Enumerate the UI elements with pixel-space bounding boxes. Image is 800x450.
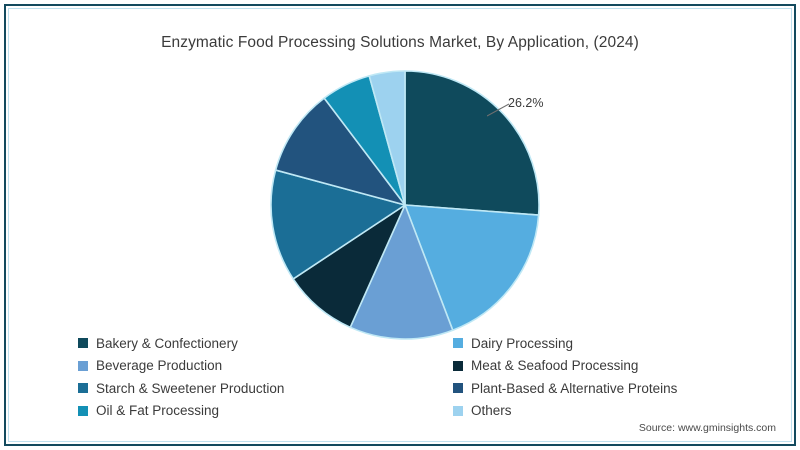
legend-swatch-icon [453, 383, 463, 394]
legend-item-label: Dairy Processing [471, 335, 574, 351]
legend-swatch-icon [78, 383, 88, 394]
legend-item-label: Plant-Based & Alternative Proteins [471, 380, 678, 396]
pie-slice[interactable] [368, 70, 406, 206]
legend-item-bakery-confectionery[interactable]: Bakery & Confectionery [78, 335, 453, 351]
pie-slice[interactable] [404, 204, 540, 331]
slice-percentage-label: 26.2% [508, 96, 544, 110]
page-title: Enzymatic Food Processing Solutions Mark… [161, 34, 639, 51]
pie-chart [270, 70, 540, 340]
legend-swatch-icon [453, 338, 463, 349]
pie-slice[interactable] [349, 204, 454, 340]
figure-inner-border [8, 8, 792, 442]
source-attribution: Source: www.gminsights.com [638, 422, 776, 434]
figure-outer-border [4, 4, 796, 446]
callout-leader-line [487, 103, 509, 117]
legend-swatch-icon [78, 338, 88, 349]
legend-item-starch-sweetener-production[interactable]: Starch & Sweetener Production [78, 380, 453, 396]
legend-item-meat-seafood-processing[interactable]: Meat & Seafood Processing [453, 359, 738, 373]
legend-swatch-icon [78, 405, 88, 416]
legend-item-dairy-processing[interactable]: Dairy Processing [453, 335, 738, 351]
chart-legend: Bakery & Confectionery Dairy Processing … [78, 332, 738, 422]
legend-item-label: Meat & Seafood Processing [471, 358, 639, 373]
legend-item-beverage-production[interactable]: Beverage Production [78, 359, 453, 373]
legend-item-plant-based-alternative-proteins[interactable]: Plant-Based & Alternative Proteins [453, 380, 738, 396]
pie-chart-svg [270, 70, 540, 340]
legend-item-label: Oil & Fat Processing [96, 403, 220, 418]
legend-item-others[interactable]: Others [453, 404, 738, 418]
legend-swatch-icon [453, 360, 463, 371]
legend-item-label: Beverage Production [96, 358, 223, 373]
legend-item-label: Others [471, 403, 512, 418]
pie-slice[interactable] [270, 169, 406, 280]
legend-item-label: Starch & Sweetener Production [96, 380, 285, 396]
pie-slice[interactable] [274, 97, 406, 206]
legend-swatch-icon [78, 360, 88, 371]
legend-item-oil-fat-processing[interactable]: Oil & Fat Processing [78, 404, 453, 418]
legend-swatch-icon [453, 405, 463, 416]
legend-item-label: Bakery & Confectionery [96, 335, 238, 351]
pie-slice[interactable] [404, 70, 540, 216]
